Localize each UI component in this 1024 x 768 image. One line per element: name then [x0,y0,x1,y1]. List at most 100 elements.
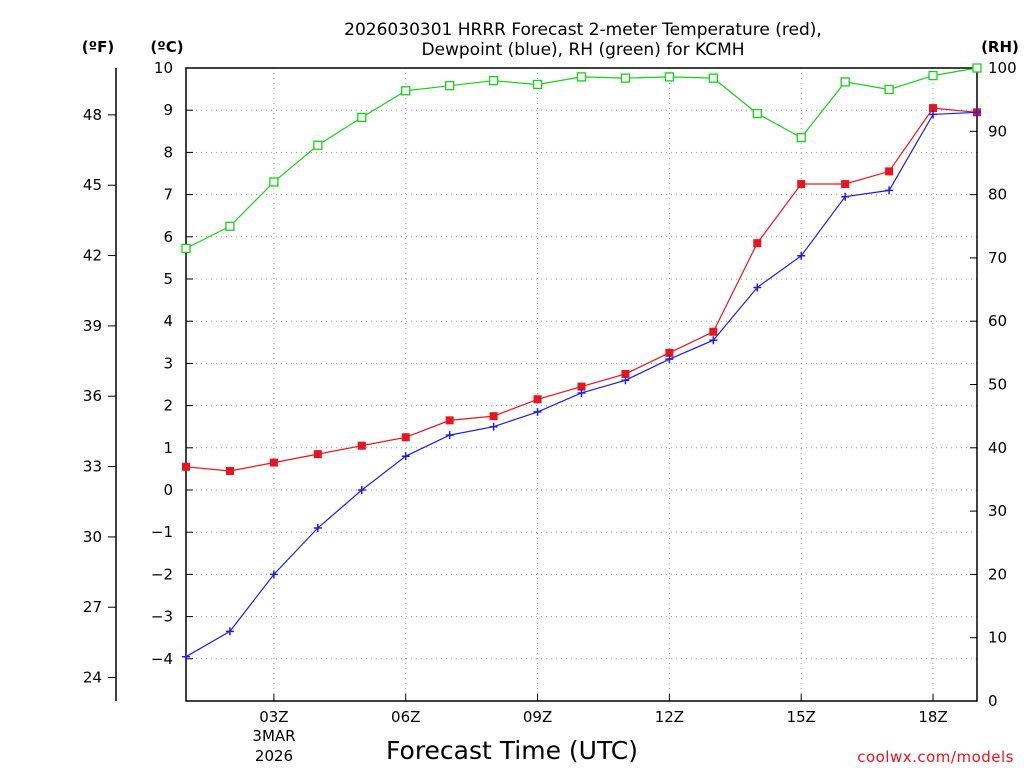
chart-title-line-2: Dewpoint (blue), RH (green) for KCMH [421,40,744,60]
dewpoint-point [269,570,278,579]
rh-point [445,81,455,91]
temperature-point [445,416,454,425]
rh-line [185,67,978,249]
rh-tick-label: 60 [988,312,1007,330]
celsius-tick-label: 8 [163,143,173,161]
fahrenheit-axis-unit: (ºF) [82,38,114,56]
celsius-tick-label: 7 [163,186,173,204]
celsius-tick-label: 4 [163,312,173,330]
celsius-tick-label: −1 [151,523,173,541]
rh-tick-label: 90 [988,122,1007,140]
temperature-point [797,180,806,189]
temperature-point [401,433,410,442]
dewpoint-point [225,627,234,636]
temperature-point [182,462,190,471]
rh-point [884,84,894,95]
fahrenheit-tick-label: 45 [83,176,102,194]
rh-point [972,63,982,73]
fahrenheit-tick-label: 48 [83,106,102,124]
temperature-point [225,467,234,476]
rh-point [620,73,631,83]
rh-axis-unit: (RH) [981,38,1019,56]
fahrenheit-tick-label: 30 [83,528,102,546]
rh-point [401,86,411,96]
temperature-point [533,395,542,404]
x-tick-label: 03Z [259,708,288,726]
celsius-tick-label: −2 [151,565,173,583]
celsius-tick-label: 10 [154,59,173,77]
rh-point [752,108,762,119]
rh-tick-label: 0 [988,692,998,710]
rh-point [181,243,191,254]
rh-tick-label: 50 [988,376,1007,394]
celsius-tick-label: −3 [151,608,173,626]
fahrenheit-tick-label: 24 [83,669,102,687]
dewpoint-point [533,407,542,416]
celsius-axis-unit: (ºC) [150,38,183,56]
fahrenheit-tick-label: 36 [83,387,102,405]
rh-tick-label: 40 [988,439,1007,457]
rh-tick-label: 70 [988,249,1007,267]
rh-point [664,72,675,82]
celsius-tick-label: 9 [163,101,173,119]
dewpoint-point [665,355,674,364]
x-axis-label: Forecast Time (UTC) [386,736,638,765]
date-label-day: 3MAR [252,727,295,745]
x-tick-label: 18Z [918,708,947,726]
rh-point [576,72,587,82]
dewpoint-point [182,652,190,661]
rh-tick-label: 100 [988,59,1017,77]
fahrenheit-tick-label: 39 [83,317,102,335]
dewpoint-point [797,251,806,260]
rh-point [840,77,850,87]
dewpoint-point [929,110,938,119]
x-tick-label: 12Z [655,708,684,726]
chart-title-line-1: 2026030301 HRRR Forecast 2-meter Tempera… [344,20,822,40]
celsius-tick-label: 6 [163,228,173,246]
dewpoint-point [885,186,894,195]
temperature-point [313,450,322,459]
temperature-point [753,239,762,248]
dewpoint-point [489,422,498,431]
rh-point [796,132,806,143]
rh-point [928,70,938,81]
credit-label: coolwx.com/models [857,748,1014,766]
x-tick-label: 09Z [523,708,552,726]
fahrenheit-tick-label: 42 [83,247,102,265]
temperature-point [841,180,850,189]
temperature-line [185,107,978,472]
temperature-point [577,382,586,391]
x-tick-label: 06Z [391,708,420,726]
data-series [181,63,982,661]
rh-tick-label: 80 [988,186,1007,204]
x-tick-label: 15Z [787,708,816,726]
dewpoint-point [753,283,762,292]
dewpoint-point [841,192,850,201]
celsius-tick-label: −4 [151,650,173,668]
dewpoint-point [709,336,718,345]
temperature-point [269,458,278,467]
temperature-point [665,348,674,357]
temperature-point [621,369,630,378]
temperature-point [709,327,718,336]
rh-point [225,221,235,231]
temperature-point [489,412,498,421]
rh-point [488,76,499,86]
celsius-tick-label: 5 [163,270,173,288]
temperature-point [885,167,894,176]
dewpoint-point [401,452,410,461]
dewpoint-point [621,376,630,385]
rh-point [269,177,279,187]
temperature-point [357,441,366,450]
rh-point [532,79,543,90]
dewpoint-point [313,523,322,532]
temperature-point [929,104,938,113]
celsius-tick-label: 0 [163,481,173,499]
dewpoint-point [357,486,366,494]
rh-point [313,140,323,150]
rh-point [708,73,718,83]
fahrenheit-tick-label: 33 [83,458,102,476]
rh-tick-label: 10 [988,629,1007,647]
dewpoint-point [445,431,454,440]
